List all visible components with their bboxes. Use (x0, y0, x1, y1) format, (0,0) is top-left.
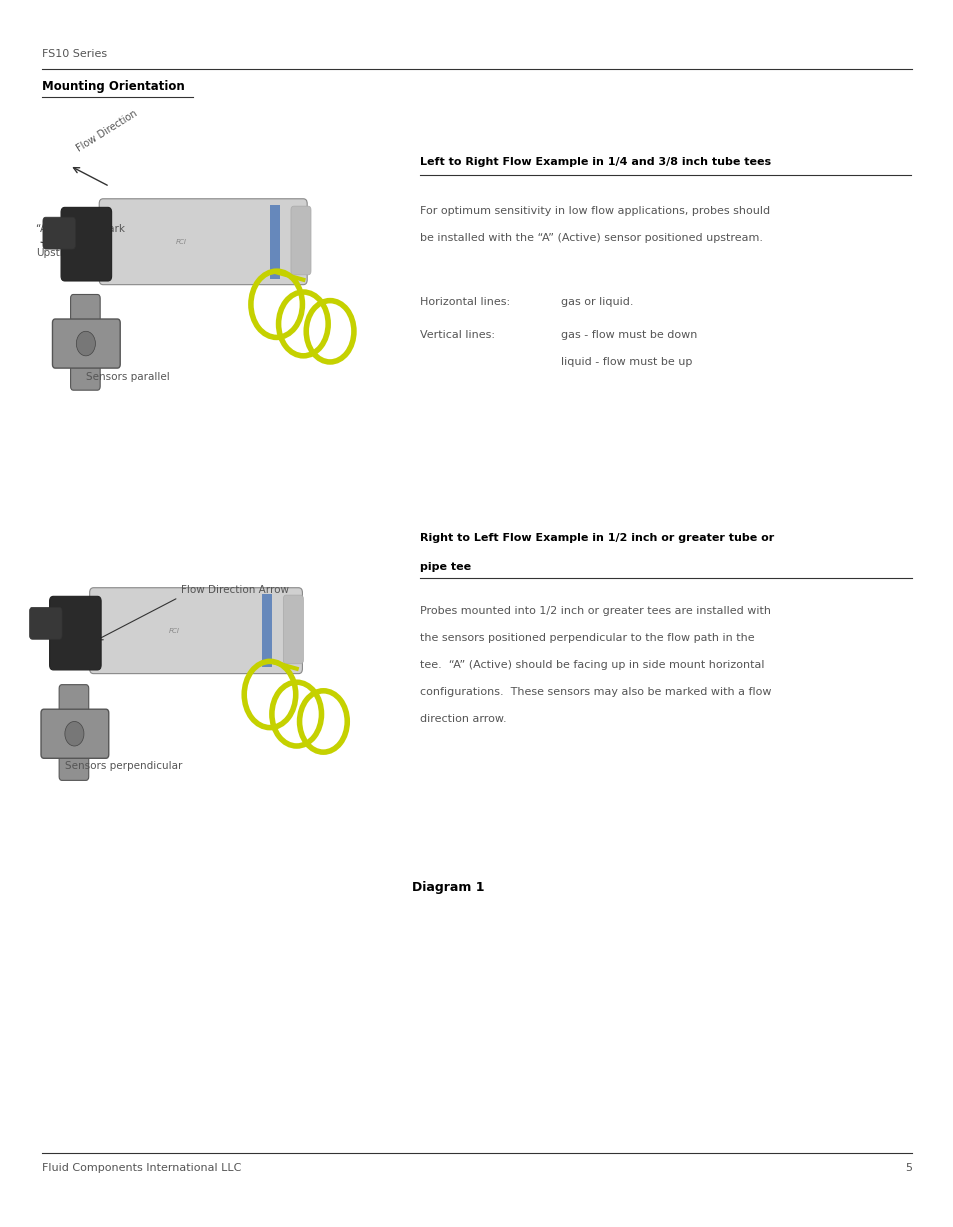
Text: Horizontal lines:: Horizontal lines: (419, 297, 509, 307)
Point (187, 90, 198, 104)
Point (414, 168, 425, 183)
Text: Flow Direction Arrow: Flow Direction Arrow (181, 585, 289, 595)
Text: Vertical lines:: Vertical lines: (419, 330, 495, 340)
Text: 5: 5 (904, 1163, 911, 1173)
Text: Flow Direction: Flow Direction (74, 109, 138, 153)
FancyBboxPatch shape (50, 596, 101, 670)
FancyBboxPatch shape (52, 319, 120, 368)
Text: For optimum sensitivity in low flow applications, probes should: For optimum sensitivity in low flow appl… (419, 206, 769, 216)
Text: FS10 Series: FS10 Series (42, 49, 107, 59)
Point (904, 168, 916, 183)
Text: FCI: FCI (169, 628, 180, 633)
Text: FCI: FCI (175, 239, 187, 244)
FancyBboxPatch shape (30, 607, 62, 639)
FancyBboxPatch shape (90, 588, 302, 674)
Text: Sensors parallel: Sensors parallel (86, 372, 170, 382)
Point (36, 90, 48, 104)
Bar (262, 594, 272, 667)
Text: the sensors positioned perpendicular to the flow path in the: the sensors positioned perpendicular to … (419, 633, 754, 643)
FancyBboxPatch shape (43, 217, 75, 249)
Text: direction arrow.: direction arrow. (419, 714, 506, 724)
Text: Right to Left Flow Example in 1/2 inch or greater tube or: Right to Left Flow Example in 1/2 inch o… (419, 533, 773, 542)
Text: Sensors perpendicular: Sensors perpendicular (65, 761, 182, 771)
Text: Left to Right Flow Example in 1/4 and 3/8 inch tube tees: Left to Right Flow Example in 1/4 and 3/… (419, 157, 770, 167)
FancyBboxPatch shape (283, 595, 303, 664)
Circle shape (76, 331, 95, 356)
Text: “A” (Active) mark: “A” (Active) mark (36, 223, 125, 233)
Text: gas or liquid.: gas or liquid. (560, 297, 633, 307)
Text: configurations.  These sensors may also be marked with a flow: configurations. These sensors may also b… (419, 687, 770, 697)
Text: Diagram 1: Diagram 1 (412, 881, 484, 894)
Point (905, 571, 917, 585)
Text: Fluid Components International LLC: Fluid Components International LLC (42, 1163, 241, 1173)
Circle shape (65, 721, 84, 746)
Text: Upstream: Upstream (36, 248, 87, 258)
Text: tee.  “A” (Active) should be facing up in side mount horizontal: tee. “A” (Active) should be facing up in… (419, 660, 763, 670)
Text: gas - flow must be down: gas - flow must be down (560, 330, 697, 340)
Text: pipe tee: pipe tee (419, 562, 471, 572)
Point (414, 571, 425, 585)
FancyBboxPatch shape (59, 685, 89, 780)
Text: Probes mounted into 1/2 inch or greater tees are installed with: Probes mounted into 1/2 inch or greater … (419, 606, 770, 616)
FancyBboxPatch shape (99, 199, 307, 285)
Text: liquid - flow must be up: liquid - flow must be up (560, 357, 692, 367)
FancyBboxPatch shape (71, 294, 100, 390)
FancyBboxPatch shape (291, 206, 311, 275)
FancyBboxPatch shape (41, 709, 109, 758)
Text: be installed with the “A” (Active) sensor positioned upstream.: be installed with the “A” (Active) senso… (419, 233, 762, 243)
Text: Mounting Orientation: Mounting Orientation (42, 80, 185, 93)
FancyBboxPatch shape (61, 207, 112, 281)
Bar (270, 205, 279, 279)
